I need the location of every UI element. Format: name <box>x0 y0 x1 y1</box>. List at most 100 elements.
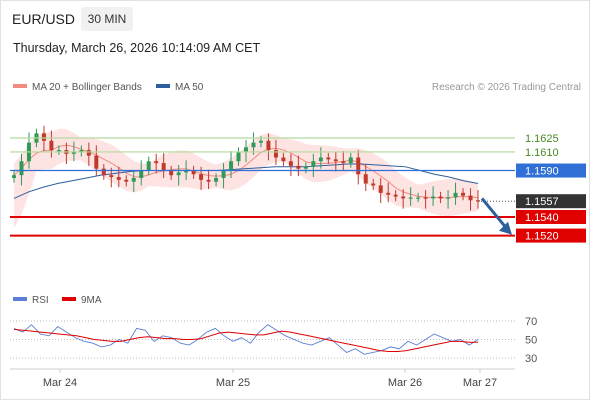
candle-body <box>199 174 204 180</box>
candle-body <box>438 196 443 199</box>
candle-body <box>423 197 428 199</box>
candle-body <box>401 196 406 199</box>
candle-body <box>161 163 166 171</box>
candle-body <box>311 161 316 167</box>
resistance-label: 1.1610 <box>525 147 559 159</box>
x-tick-label: Mar 24 <box>43 377 77 389</box>
candle-body <box>221 170 226 178</box>
candle-body <box>146 161 151 171</box>
candle-body <box>12 175 16 178</box>
candle-body <box>139 170 144 178</box>
support-label: 1.1540 <box>525 212 559 224</box>
rsi-line <box>13 324 479 355</box>
ma20-legend-swatch <box>13 84 27 88</box>
candle-body <box>288 161 293 166</box>
candle-body <box>206 179 211 182</box>
x-tick-label: Mar 27 <box>463 377 497 389</box>
x-axis: Mar 24 Mar 25 Mar 26 Mar 27 <box>43 369 497 389</box>
candle-body <box>109 175 114 178</box>
candle-body <box>86 150 91 156</box>
candle-body <box>393 194 398 197</box>
candle-body <box>176 172 181 176</box>
bollinger-band <box>14 128 478 229</box>
support-label: 1.1520 <box>525 231 559 243</box>
candle-body <box>303 166 308 169</box>
candle-body <box>468 195 473 201</box>
ma50-legend-swatch <box>156 84 170 88</box>
candle-body <box>296 165 301 169</box>
candle-body <box>79 150 84 152</box>
rsi-level-label: 70 <box>525 316 537 328</box>
candle-body <box>326 157 331 160</box>
candle-body <box>371 183 376 186</box>
x-tick-label: Mar 26 <box>388 377 422 389</box>
price-plot <box>12 125 480 229</box>
rsi-level-label: 30 <box>525 353 537 365</box>
candle-body <box>416 197 421 199</box>
candle-body <box>281 157 286 162</box>
candle-body <box>19 161 24 176</box>
current-price-box <box>516 194 586 209</box>
candle-body <box>101 168 106 176</box>
candle-body <box>244 147 248 152</box>
ma20-line <box>13 144 479 199</box>
timeframe-button[interactable]: 30 MIN <box>81 7 133 31</box>
rsi-plot: 70 50 30 <box>10 316 537 365</box>
pivot-label: 1.1590 <box>525 166 559 178</box>
ma50-line <box>13 163 479 199</box>
candle-body <box>446 197 451 199</box>
candle-body <box>341 161 346 164</box>
pivot-label-box <box>516 163 586 178</box>
timestamp: Thursday, March 26, 2026 10:14:09 AM CET <box>13 41 261 55</box>
candle-body <box>94 155 99 169</box>
candle-body <box>71 151 76 154</box>
candle-body <box>266 140 271 151</box>
price-levels: 1.1625 1.1610 1.1590 1.1557 1.1540 1.1520 <box>10 133 586 243</box>
symbol-title: EUR/USD <box>12 11 76 27</box>
candle-body <box>251 142 256 148</box>
candle-body <box>408 197 413 199</box>
candle-body <box>348 157 353 164</box>
candle-body <box>56 150 61 152</box>
candle-body <box>49 140 54 151</box>
support-label-box <box>516 210 586 224</box>
research-credit: Research © 2026 Trading Central <box>432 82 581 93</box>
candle-body <box>258 140 263 143</box>
rsi-ma-legend-swatch <box>62 297 76 301</box>
candle-body <box>41 133 46 141</box>
candle-body <box>461 192 466 196</box>
candle-body <box>453 192 458 198</box>
forecast-arrow-head <box>499 221 512 235</box>
resistance-label: 1.1625 <box>525 133 559 145</box>
candle-body <box>273 150 278 158</box>
rsi-level-label: 50 <box>525 335 537 347</box>
rsi-legend-swatch <box>13 297 27 301</box>
candle-body <box>184 170 189 173</box>
candle-body <box>116 177 121 180</box>
support-label-box <box>516 228 586 243</box>
candle-body <box>124 179 129 182</box>
rsi-legend-label: RSI <box>32 295 49 306</box>
candle-body <box>378 185 383 193</box>
candle-body <box>356 157 361 175</box>
ma50-legend-label: MA 50 <box>175 82 204 93</box>
candle-body <box>191 170 196 175</box>
candle-body <box>154 161 159 164</box>
rsi-ma-legend-label: 9MA <box>81 295 102 306</box>
rsi-ma-line <box>13 328 478 353</box>
candle-body <box>431 196 436 199</box>
candle-body <box>333 159 338 162</box>
candle-body <box>214 177 219 182</box>
ma20-legend-label: MA 20 + Bollinger Bands <box>32 82 142 93</box>
candle-body <box>131 177 136 182</box>
forecast-arrow-shaft <box>480 197 508 229</box>
candle-body <box>318 157 323 162</box>
candle-body <box>169 170 174 176</box>
candle-body <box>229 161 234 171</box>
candle-body <box>363 174 368 184</box>
x-tick-label: Mar 25 <box>216 377 250 389</box>
candle-body <box>236 151 241 162</box>
current-price-label: 1.1557 <box>525 196 559 208</box>
candle-body <box>386 192 391 195</box>
